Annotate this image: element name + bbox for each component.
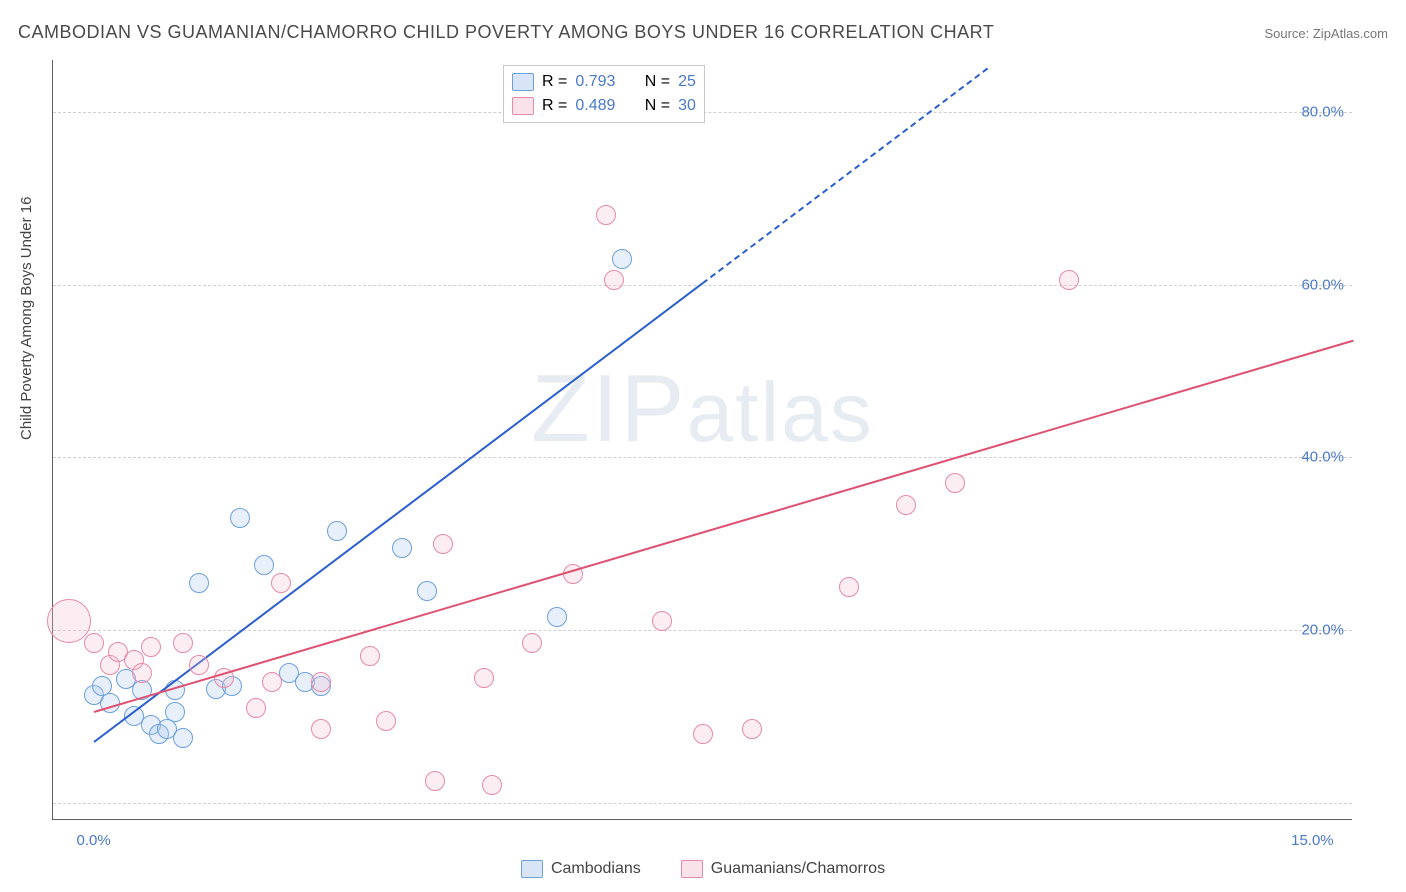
y-tick-label: 80.0%: [1301, 103, 1344, 120]
data-point: [311, 672, 331, 692]
legend-label: Cambodians: [551, 860, 641, 878]
legend-swatch: [681, 860, 703, 878]
data-point: [360, 646, 380, 666]
gridline-h: [53, 285, 1352, 286]
source-value: ZipAtlas.com: [1313, 26, 1388, 41]
x-tick-label: 0.0%: [77, 832, 111, 849]
gridline-h: [53, 457, 1352, 458]
bottom-legend: Cambodians Guamanians/Chamorros: [0, 860, 1406, 878]
data-point: [189, 573, 209, 593]
data-point: [417, 581, 437, 601]
source-prefix: Source:: [1264, 26, 1312, 41]
data-point: [693, 724, 713, 744]
data-point: [482, 775, 502, 795]
data-point: [896, 495, 916, 515]
data-point: [246, 698, 266, 718]
watermark-prefix: ZIP: [531, 355, 686, 462]
data-point: [165, 680, 185, 700]
data-point: [254, 555, 274, 575]
data-point: [596, 205, 616, 225]
gridline-h: [53, 803, 1352, 804]
y-tick-label: 60.0%: [1301, 276, 1344, 293]
plot-area: ZIPatlas 20.0%40.0%60.0%80.0%0.0%15.0%R …: [52, 60, 1352, 820]
y-tick-label: 40.0%: [1301, 449, 1344, 466]
data-point: [839, 577, 859, 597]
data-point: [376, 711, 396, 731]
y-tick-label: 20.0%: [1301, 622, 1344, 639]
legend-swatch: [512, 97, 534, 115]
data-point: [742, 719, 762, 739]
data-point: [262, 672, 282, 692]
data-point: [425, 771, 445, 791]
chart-title: CAMBODIAN VS GUAMANIAN/CHAMORRO CHILD PO…: [18, 22, 994, 43]
data-point: [547, 607, 567, 627]
data-point: [132, 663, 152, 683]
data-point: [132, 680, 152, 700]
data-point: [474, 668, 494, 688]
data-point: [1059, 270, 1079, 290]
stats-row: R = 0.793 N = 25: [512, 70, 696, 94]
data-point: [84, 633, 104, 653]
data-point: [214, 668, 234, 688]
legend-item: Guamanians/Chamorros: [681, 860, 885, 878]
watermark-suffix: atlas: [686, 365, 873, 459]
data-point: [327, 521, 347, 541]
data-point: [433, 534, 453, 554]
y-axis-label: Child Poverty Among Boys Under 16: [18, 197, 35, 440]
data-point: [173, 728, 193, 748]
data-point: [563, 564, 583, 584]
legend-item: Cambodians: [521, 860, 641, 878]
data-point: [165, 702, 185, 722]
data-point: [604, 270, 624, 290]
data-point: [271, 573, 291, 593]
data-point: [141, 637, 161, 657]
data-point: [612, 249, 632, 269]
data-point: [392, 538, 412, 558]
watermark: ZIPatlas: [531, 354, 874, 464]
data-point: [230, 508, 250, 528]
legend-swatch: [512, 73, 534, 91]
data-point: [522, 633, 542, 653]
gridline-h: [53, 630, 1352, 631]
data-point: [945, 473, 965, 493]
data-point: [173, 633, 193, 653]
legend-label: Guamanians/Chamorros: [711, 860, 885, 878]
data-point: [311, 719, 331, 739]
data-point: [189, 655, 209, 675]
chart-container: CAMBODIAN VS GUAMANIAN/CHAMORRO CHILD PO…: [0, 0, 1406, 892]
source-label: Source: ZipAtlas.com: [1264, 26, 1388, 41]
data-point: [652, 611, 672, 631]
stats-row: R = 0.489 N = 30: [512, 94, 696, 118]
legend-swatch: [521, 860, 543, 878]
stats-box: R = 0.793 N = 25R = 0.489 N = 30: [503, 65, 705, 123]
x-tick-label: 15.0%: [1291, 832, 1334, 849]
trend-line: [94, 341, 1353, 712]
data-point: [100, 693, 120, 713]
